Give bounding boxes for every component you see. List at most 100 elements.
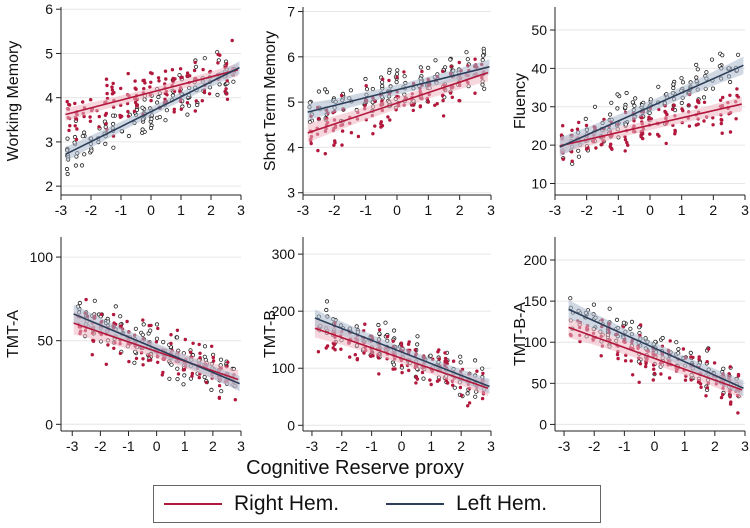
legend: Right Hem. Left Hem.	[153, 485, 601, 523]
point-right	[420, 370, 425, 375]
point-right	[204, 380, 208, 385]
point-right	[672, 103, 676, 108]
y-tick-label: 30	[531, 99, 547, 115]
point-right	[385, 334, 390, 339]
x-tick-label: -3	[558, 438, 571, 454]
point-right	[719, 121, 723, 126]
point-left	[676, 346, 681, 352]
point-left	[615, 92, 620, 97]
point-left	[448, 57, 453, 62]
point-right	[711, 116, 715, 120]
point-left	[465, 391, 470, 396]
point-right	[441, 114, 446, 118]
point-left	[480, 53, 486, 58]
point-left	[82, 152, 87, 157]
point-left	[65, 136, 70, 141]
point-right	[68, 124, 72, 128]
point-right	[667, 376, 672, 380]
point-right	[702, 100, 707, 105]
x-tick-label: 2	[456, 202, 464, 218]
point-right	[157, 79, 161, 83]
point-right	[149, 358, 153, 362]
fit-line-right	[307, 71, 489, 134]
point-left	[735, 52, 741, 57]
point-right	[133, 86, 137, 90]
point-left	[380, 83, 385, 89]
point-left	[202, 354, 207, 359]
point-right	[75, 127, 79, 131]
point-left	[175, 335, 180, 340]
point-right	[721, 392, 725, 397]
legend-item-left: Left Hem.	[386, 486, 547, 522]
point-left	[209, 387, 214, 392]
point-right	[141, 363, 145, 367]
point-right	[683, 378, 688, 382]
point-right	[575, 127, 580, 131]
point-left	[395, 68, 400, 73]
point-left	[632, 103, 637, 108]
y-tick-label: 150	[524, 293, 548, 309]
point-right	[223, 89, 227, 94]
point-left	[721, 366, 726, 371]
y-tick-label: 50	[531, 22, 547, 38]
y-tick-label: 0	[45, 416, 53, 432]
x-axis-title: Cognitive Reserve proxy	[246, 457, 464, 479]
point-right	[316, 117, 321, 121]
point-right	[172, 107, 176, 112]
point-right	[441, 69, 445, 74]
point-left	[583, 116, 588, 122]
y-tick-label: 40	[531, 60, 547, 76]
point-left	[623, 105, 628, 110]
point-right	[182, 368, 186, 372]
point-right	[656, 132, 660, 137]
x-tick-label: 3	[237, 438, 245, 454]
point-right	[89, 98, 93, 102]
y-tick-label: 200	[272, 303, 296, 319]
point-left	[465, 57, 470, 62]
point-right	[631, 373, 635, 377]
point-left	[568, 296, 573, 301]
point-left	[379, 80, 385, 85]
point-left	[415, 334, 420, 339]
point-right	[309, 141, 313, 146]
point-right	[377, 372, 381, 376]
point-right	[224, 87, 228, 91]
point-right	[466, 404, 470, 408]
point-right	[473, 57, 477, 61]
point-right	[226, 360, 230, 364]
point-right	[418, 104, 423, 108]
point-right	[81, 100, 85, 104]
point-right	[734, 117, 738, 121]
legend-label-right: Right Hem.	[234, 492, 340, 515]
point-left	[591, 302, 597, 307]
point-right	[570, 159, 574, 163]
point-right	[699, 385, 703, 389]
point-right	[638, 362, 643, 366]
point-right	[188, 74, 192, 78]
point-right	[164, 77, 168, 81]
point-left	[433, 58, 438, 63]
fit-line-right	[568, 326, 743, 391]
point-right	[150, 71, 154, 76]
point-right	[363, 322, 367, 326]
point-right	[719, 395, 724, 400]
point-left	[79, 163, 85, 168]
y-tick-label: 5	[45, 45, 53, 61]
point-left	[482, 86, 487, 91]
point-right	[193, 60, 197, 65]
x-tick-label: 3	[487, 438, 495, 454]
point-right	[179, 107, 183, 111]
point-right	[687, 103, 691, 107]
x-tick-label: -2	[328, 202, 341, 218]
point-right	[325, 344, 330, 348]
point-right	[332, 143, 336, 147]
point-right	[594, 146, 598, 150]
point-left	[202, 374, 207, 380]
x-tick-label: 2	[709, 202, 717, 218]
point-right	[705, 386, 709, 390]
x-tick-label: 0	[398, 438, 406, 454]
point-right	[644, 364, 648, 369]
point-right	[106, 343, 110, 347]
point-right	[736, 411, 740, 415]
fit-line-right	[65, 69, 239, 116]
